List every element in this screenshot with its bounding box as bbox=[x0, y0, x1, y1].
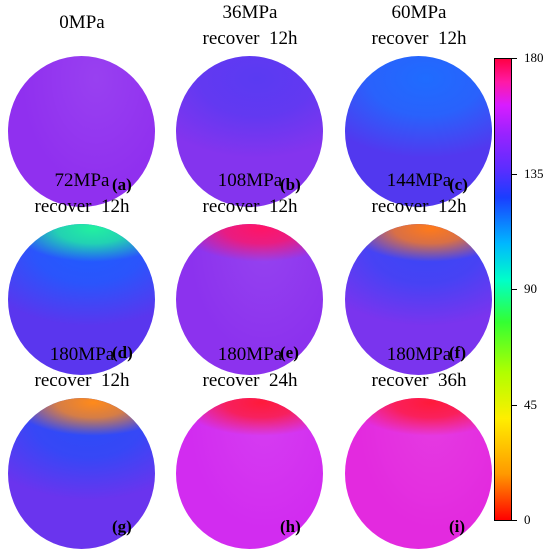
panel-subtitle: recover 36h bbox=[371, 370, 467, 391]
hot-spot bbox=[8, 224, 155, 375]
color-map-disk bbox=[8, 224, 155, 375]
panel-subtitle: recover 12h bbox=[34, 196, 130, 217]
colorbar-tick-label: 90 bbox=[524, 281, 537, 296]
colorbar-tick bbox=[512, 404, 517, 406]
colorbar-tick bbox=[512, 58, 517, 59]
colorbar bbox=[494, 58, 512, 521]
panel-letter: (e) bbox=[280, 343, 299, 362]
panel-title: 72MPa bbox=[54, 170, 110, 191]
panel-letter: (c) bbox=[449, 175, 468, 194]
color-map-disk bbox=[176, 56, 323, 207]
colorbar-tick bbox=[512, 173, 517, 175]
panel-subtitle: recover 12h bbox=[202, 28, 298, 49]
colorbar-tick-label: 135 bbox=[524, 165, 544, 181]
panel-subtitle: recover 24h bbox=[202, 370, 298, 391]
color-map-disk bbox=[176, 224, 323, 375]
color-map-disk bbox=[345, 56, 492, 207]
color-map-disk bbox=[8, 398, 155, 549]
colorbar-tick bbox=[512, 520, 517, 521]
panel-subtitle: recover 12h bbox=[202, 196, 298, 217]
panel-title: 0MPa bbox=[59, 12, 105, 33]
colorbar-tick-label: 45 bbox=[524, 396, 537, 412]
colorbar-tick-label: 0 bbox=[524, 512, 531, 527]
panel-letter: (g) bbox=[112, 517, 132, 536]
panel-letter: (d) bbox=[112, 343, 133, 362]
hot-spot bbox=[8, 398, 155, 549]
panel-e: 108MPa recover 12h (e) bbox=[170, 168, 330, 375]
hot-spot bbox=[345, 398, 492, 549]
panel-letter: (h) bbox=[280, 517, 301, 536]
color-map-disk bbox=[8, 56, 155, 207]
panel-c: 60MPa recover 12h (c) bbox=[339, 0, 499, 207]
hot-spot bbox=[345, 224, 492, 375]
panel-letter: (a) bbox=[112, 175, 132, 194]
panel-b: 36MPa recover 12h (b) bbox=[170, 0, 330, 207]
colorbar-tick-label: 180 bbox=[524, 50, 544, 65]
panel-title: 180MPa bbox=[217, 344, 283, 365]
panel-g: 180MPa recover 12h (g) bbox=[2, 342, 162, 549]
panel-title: 180MPa bbox=[49, 344, 115, 365]
color-map-disk bbox=[176, 398, 323, 549]
hot-spot bbox=[176, 224, 323, 375]
panel-subtitle: recover 12h bbox=[34, 370, 130, 391]
panel-i: 180MPa recover 36h (i) bbox=[339, 342, 499, 549]
panel-f: 144MPa recover 12h (f) bbox=[339, 168, 499, 375]
panel-title: 180MPa bbox=[386, 344, 452, 365]
hot-spot bbox=[176, 398, 323, 549]
panel-a: 0MPa (a) bbox=[2, 0, 162, 207]
colorbar-tick bbox=[512, 289, 517, 290]
panel-subtitle: recover 12h bbox=[371, 196, 467, 217]
panel-title: 108MPa bbox=[217, 170, 283, 191]
color-map-disk bbox=[345, 398, 492, 549]
panel-title: 36MPa bbox=[222, 2, 278, 23]
panel-letter: (b) bbox=[280, 175, 301, 194]
color-map-disk bbox=[345, 224, 492, 375]
panel-title: 60MPa bbox=[391, 2, 447, 23]
panel-subtitle: recover 12h bbox=[371, 28, 467, 49]
panel-letter: (f) bbox=[449, 343, 466, 362]
panel-h: 180MPa recover 24h (h) bbox=[170, 342, 330, 549]
panel-letter: (i) bbox=[449, 517, 466, 536]
panel-title: 144MPa bbox=[386, 170, 452, 191]
panel-d: 72MPa recover 12h (d) bbox=[2, 168, 162, 375]
